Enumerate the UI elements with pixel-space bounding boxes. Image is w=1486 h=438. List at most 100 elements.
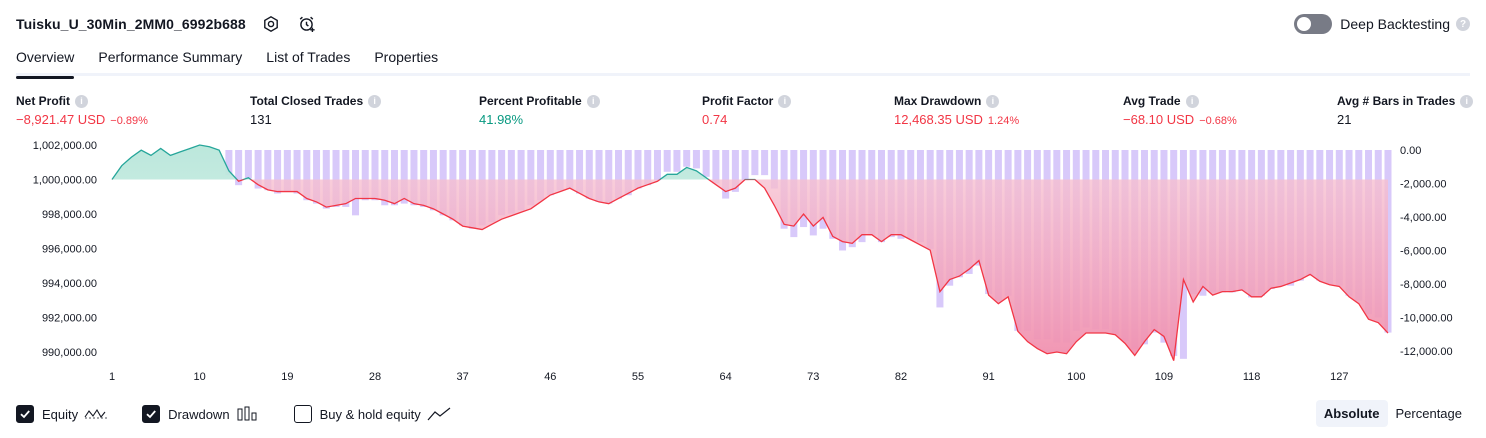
x-axis-tick-label: 19 bbox=[281, 371, 293, 383]
drawdown-bar bbox=[595, 150, 603, 202]
drawdown-bar bbox=[420, 150, 428, 207]
drawdown-bar bbox=[527, 150, 535, 206]
drawdown-bar bbox=[410, 150, 418, 206]
info-icon[interactable]: i bbox=[1185, 94, 1199, 108]
drawdown-bars-icon bbox=[237, 406, 257, 421]
info-icon[interactable]: i bbox=[586, 94, 600, 108]
metric-percent: −0.68% bbox=[1199, 115, 1237, 127]
drawdown-bar bbox=[761, 150, 769, 176]
drawdown-bar bbox=[731, 150, 739, 192]
drawdown-bar bbox=[342, 150, 350, 207]
tab-list-of-trades[interactable]: List of Trades bbox=[266, 49, 351, 65]
equity-line bbox=[111, 144, 1389, 361]
strategy-title: Tuisku_U_30Min_2MM0_6992b688 bbox=[16, 16, 246, 32]
drawdown-bar bbox=[615, 150, 623, 199]
x-axis-tick-label: 118 bbox=[1243, 371, 1261, 383]
drawdown-checkbox[interactable] bbox=[142, 405, 161, 423]
legend-buy-hold-equity[interactable]: Buy & hold equity bbox=[293, 405, 451, 423]
drawdown-bar bbox=[653, 150, 661, 181]
metric-value: 0.74 bbox=[702, 112, 728, 127]
tab-properties[interactable]: Properties bbox=[374, 49, 439, 65]
legend-equity[interactable]: Equity bbox=[16, 405, 108, 423]
drawdown-bar bbox=[293, 150, 301, 194]
info-icon[interactable]: i bbox=[778, 94, 792, 108]
drawdown-bar bbox=[332, 150, 340, 207]
x-axis-tick-label: 91 bbox=[983, 371, 995, 383]
x-axis-tick-label: 73 bbox=[807, 371, 819, 383]
drawdown-bar bbox=[770, 150, 778, 189]
drawdown-bar bbox=[712, 150, 720, 184]
equity-line-below bbox=[112, 179, 1389, 361]
report-tabs: Overview Performance Summary List of Tra… bbox=[16, 46, 1470, 79]
deep-backtesting-control: Deep Backtesting ? bbox=[1294, 13, 1470, 35]
legend-label: Drawdown bbox=[168, 406, 230, 422]
deep-backtesting-label: Deep Backtesting bbox=[1340, 16, 1450, 32]
tab-overview[interactable]: Overview bbox=[16, 46, 75, 79]
deep-backtesting-toggle[interactable] bbox=[1294, 14, 1333, 34]
drawdown-bar bbox=[254, 150, 262, 189]
equity-fill bbox=[112, 145, 1388, 361]
metric-value: 41.98% bbox=[479, 112, 524, 127]
legend-label: Equity bbox=[42, 406, 79, 422]
drawdown-bar bbox=[235, 150, 243, 186]
x-axis-tick-label: 127 bbox=[1330, 371, 1348, 383]
x-axis-tick-label: 28 bbox=[369, 371, 381, 383]
absolute-button[interactable]: Absolute bbox=[1315, 400, 1388, 427]
drawdown-bar bbox=[751, 150, 759, 176]
x-axis-tick-label: 109 bbox=[1155, 371, 1173, 383]
right-axis-tick-label: -4,000.00 bbox=[1400, 212, 1446, 224]
alarm-clock-plus-icon[interactable] bbox=[296, 13, 318, 35]
drawdown-bar bbox=[274, 150, 282, 194]
drawdown-bar bbox=[722, 150, 730, 199]
left-axis-tick-label: 1,002,000.00 bbox=[33, 140, 97, 152]
x-axis-tick-label: 1 bbox=[109, 371, 115, 383]
x-axis-tick-label: 55 bbox=[632, 371, 644, 383]
metric-value: −68.10 USD bbox=[1123, 112, 1195, 127]
drawdown-bar bbox=[303, 150, 311, 201]
metric-max-drawdown: Max Drawdown i 12,468.35 USD 1.24% bbox=[894, 94, 1019, 127]
tab-performance-summary[interactable]: Performance Summary bbox=[98, 49, 243, 65]
drawdown-bar bbox=[605, 150, 613, 204]
drawdown-bar bbox=[644, 150, 652, 186]
settings-gear-icon[interactable] bbox=[260, 13, 282, 35]
metrics-row: Net Profit i −8,921.47 USD −0.89% Total Cl… bbox=[0, 94, 1486, 130]
metric-value: 131 bbox=[250, 112, 272, 127]
drawdown-bar bbox=[702, 150, 710, 177]
metric-avg-trade: Avg Trade i −68.10 USD −0.68% bbox=[1123, 94, 1237, 127]
drawdown-bar bbox=[556, 150, 564, 191]
info-icon[interactable]: i bbox=[1460, 94, 1474, 108]
metric-label: Avg Trade bbox=[1123, 94, 1181, 108]
metric-value: 12,468.35 USD bbox=[894, 112, 983, 127]
legend-label: Buy & hold equity bbox=[319, 406, 421, 422]
x-axis-tick-label: 82 bbox=[895, 371, 907, 383]
equity-drawdown-chart[interactable]: 1,002,000.00 1,000,000.00 998,000.00 996,00… bbox=[0, 138, 1486, 396]
right-axis-tick-label: 0.00 bbox=[1400, 145, 1421, 157]
drawdown-bar bbox=[673, 150, 681, 172]
drawdown-bar bbox=[576, 150, 584, 194]
x-axis-tick-label: 10 bbox=[194, 371, 206, 383]
metric-percent: 1.24% bbox=[987, 115, 1020, 127]
drawdown-bar bbox=[663, 150, 671, 172]
buy-hold-checkbox[interactable] bbox=[293, 405, 312, 423]
metric-profit-factor: Profit Factor i 0.74 bbox=[702, 94, 792, 127]
legend-drawdown[interactable]: Drawdown bbox=[142, 405, 259, 423]
right-y-axis: 0.00 -2,000.00 -4,000.00 -6,000.00 -8,000.00… bbox=[1400, 145, 1453, 358]
info-icon[interactable]: i bbox=[986, 94, 1000, 108]
info-icon[interactable]: i bbox=[75, 94, 88, 108]
left-axis-tick-label: 992,000.00 bbox=[42, 313, 97, 325]
metric-label: Total Closed Trades bbox=[250, 94, 364, 108]
percentage-button[interactable]: Percentage bbox=[1395, 406, 1463, 421]
drawdown-bar bbox=[566, 150, 574, 189]
chart-legend: Equity Drawdown Buy & hold equity bbox=[16, 403, 485, 425]
view-mode-switch: Absolute Percentage bbox=[1315, 400, 1470, 427]
help-icon[interactable]: ? bbox=[1456, 17, 1470, 31]
drawdown-bar bbox=[390, 150, 398, 206]
drawdown-bar bbox=[634, 150, 642, 189]
metric-net-profit: Net Profit i −8,921.47 USD −0.89% bbox=[16, 94, 148, 127]
drawdown-bar bbox=[537, 150, 545, 201]
metric-label: Max Drawdown bbox=[894, 94, 982, 108]
equity-checkbox[interactable] bbox=[16, 405, 34, 423]
x-axis-tick-label: 46 bbox=[544, 371, 556, 383]
info-icon[interactable]: i bbox=[368, 94, 382, 108]
x-axis: 1 10 19 28 37 46 55 64 73 82 91 100 109 118 127 bbox=[109, 371, 1349, 383]
